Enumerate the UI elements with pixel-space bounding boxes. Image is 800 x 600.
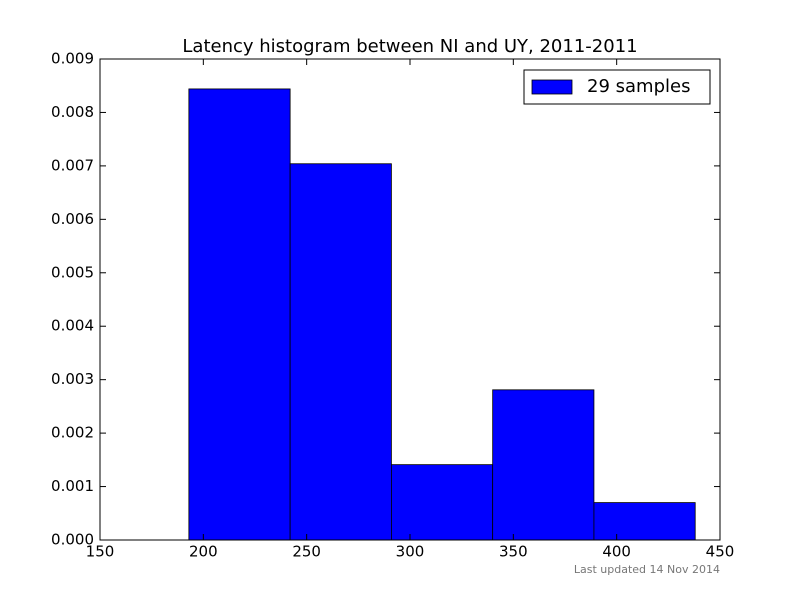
- x-tick-label: 400: [602, 543, 631, 561]
- bar: [390, 464, 494, 541]
- y-tick-label: 0.005: [51, 263, 94, 281]
- bar: [188, 88, 291, 541]
- y-tick-label: 0.007: [51, 156, 94, 174]
- bar: [593, 502, 696, 541]
- x-tick-label: 250: [292, 543, 321, 561]
- y-tick-label: 0.002: [51, 424, 94, 442]
- x-tick-label: 150: [86, 543, 115, 561]
- chart-title: Latency histogram between NI and UY, 201…: [182, 36, 637, 57]
- x-tick-label: 450: [706, 543, 735, 561]
- legend-swatch: [531, 79, 573, 95]
- footnote: Last updated 14 Nov 2014: [574, 563, 720, 576]
- x-tick-label: 300: [396, 543, 425, 561]
- y-tick-label: 0.006: [51, 210, 94, 228]
- y-tick-label: 0.009: [51, 50, 94, 68]
- x-tick-label: 200: [189, 543, 218, 561]
- x-tick-label: 350: [499, 543, 528, 561]
- y-tick-label: 0.004: [51, 317, 94, 335]
- legend-label: 29 samples: [587, 76, 690, 97]
- y-tick-label: 0.001: [51, 477, 94, 495]
- y-tick-label: 0.003: [51, 370, 94, 388]
- y-tick-label: 0.000: [51, 531, 94, 549]
- bar: [492, 389, 595, 541]
- bar: [289, 163, 392, 541]
- y-tick-label: 0.008: [51, 103, 94, 121]
